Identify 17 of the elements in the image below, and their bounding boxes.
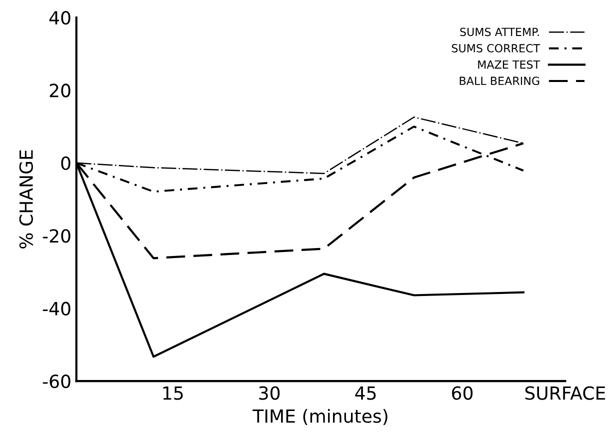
y-tick-label: 40 — [49, 10, 70, 25]
x-axis-title: TIME (minutes) — [252, 408, 388, 426]
x-tick-label: 30 — [259, 386, 280, 400]
legend-label: SUMS ATTEMP. — [460, 28, 539, 36]
y-tick-label: 0 — [61, 156, 70, 170]
y-tick-label: -20 — [42, 229, 70, 243]
legend-label: BALL BEARING — [460, 76, 540, 86]
x-tick-label: 15 — [163, 386, 183, 400]
y-tick-label: 20 — [50, 84, 70, 98]
y-tick-label: -40 — [42, 302, 70, 316]
x-tick-label: 45 — [355, 386, 376, 400]
y-tick-label: -60 — [42, 374, 70, 388]
x-tick-label: 60 — [452, 386, 473, 400]
y-axis-title: % CHANGE — [19, 150, 33, 248]
legend-label: SUMS CORRECT — [452, 44, 540, 52]
x-tick-label: SURFACE — [525, 386, 606, 400]
legend-label: MAZE TEST — [478, 60, 540, 69]
